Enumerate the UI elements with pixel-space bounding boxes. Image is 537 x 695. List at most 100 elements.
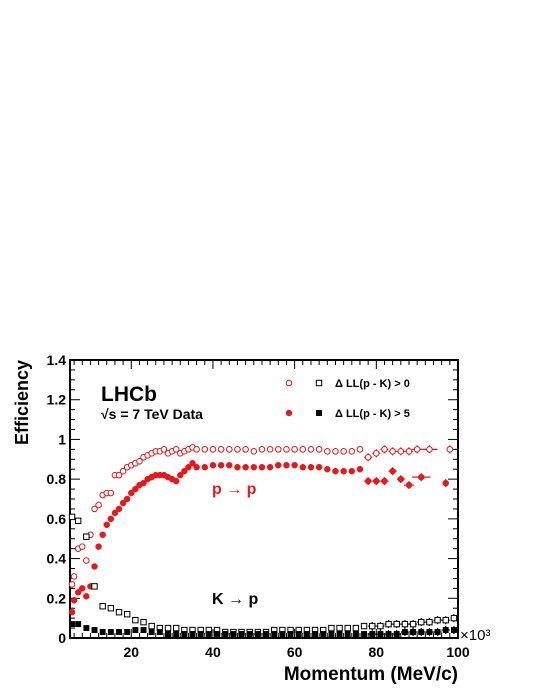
data-point bbox=[68, 608, 76, 616]
data-point bbox=[83, 625, 90, 632]
data-point bbox=[193, 463, 200, 471]
data-point bbox=[107, 629, 114, 635]
data-point bbox=[115, 471, 123, 479]
data-point bbox=[254, 631, 261, 637]
data-point bbox=[299, 463, 307, 471]
data-point bbox=[397, 475, 405, 483]
data-point bbox=[107, 489, 115, 497]
y-tick-label: 0 bbox=[58, 630, 66, 646]
p-to-p-label: p → p bbox=[212, 481, 257, 498]
data-point bbox=[315, 463, 323, 471]
series-2-open-square bbox=[68, 513, 458, 636]
data-point bbox=[128, 489, 135, 497]
data-point bbox=[434, 629, 441, 635]
data-point bbox=[140, 627, 147, 634]
data-point bbox=[148, 629, 155, 635]
data-point bbox=[279, 631, 286, 637]
data-point bbox=[246, 631, 253, 637]
data-point bbox=[160, 446, 168, 453]
data-point bbox=[181, 631, 188, 637]
data-point bbox=[418, 629, 425, 635]
data-point bbox=[140, 479, 147, 487]
data-point bbox=[373, 450, 380, 457]
data-point bbox=[119, 467, 127, 475]
data-point bbox=[78, 543, 86, 550]
data-point bbox=[369, 631, 376, 637]
data-point bbox=[332, 467, 339, 475]
experiment-label: LHCb bbox=[101, 383, 157, 406]
data-point bbox=[320, 631, 327, 637]
data-point bbox=[283, 461, 290, 469]
data-point bbox=[307, 463, 315, 471]
data-point bbox=[79, 585, 86, 592]
data-point bbox=[385, 620, 392, 628]
k-to-p-label: K → p bbox=[212, 591, 258, 608]
data-markers bbox=[68, 444, 458, 639]
data-point bbox=[83, 533, 90, 540]
data-point bbox=[442, 616, 449, 624]
legend-marker-filled-circle bbox=[285, 409, 293, 417]
data-point bbox=[377, 622, 384, 630]
data-point bbox=[409, 620, 417, 628]
data-point bbox=[393, 620, 400, 628]
data-point bbox=[70, 597, 78, 604]
data-point bbox=[405, 448, 413, 455]
y-tick-label: 0.6 bbox=[47, 511, 67, 527]
y-axis-label: Efficiency bbox=[12, 360, 32, 445]
data-point bbox=[295, 631, 302, 637]
data-point bbox=[164, 624, 172, 632]
data-point bbox=[385, 631, 392, 637]
data-point bbox=[68, 513, 76, 521]
data-point bbox=[263, 631, 269, 637]
data-point bbox=[401, 629, 408, 635]
data-point bbox=[99, 629, 106, 635]
data-point bbox=[116, 629, 122, 635]
data-point bbox=[364, 477, 372, 485]
data-point bbox=[132, 616, 139, 624]
data-point bbox=[442, 627, 449, 634]
data-point bbox=[69, 621, 75, 628]
data-point bbox=[217, 446, 225, 453]
data-point bbox=[324, 465, 331, 473]
data-point bbox=[356, 446, 364, 453]
data-point bbox=[381, 446, 388, 453]
data-point bbox=[426, 629, 433, 635]
axis-ticks: 20 40 60 80 100 0 0.2 0.4 0.6 0.8 1 1.2 1.4 bbox=[47, 352, 470, 660]
data-point bbox=[68, 581, 76, 588]
data-point bbox=[217, 461, 225, 469]
data-point bbox=[165, 631, 171, 637]
data-point bbox=[344, 631, 351, 637]
legend-label: Δ LL(p - K) > 5 bbox=[335, 408, 410, 420]
data-point bbox=[361, 631, 368, 637]
data-point bbox=[266, 446, 274, 453]
data-point bbox=[140, 618, 147, 626]
legend-marker-open-square bbox=[315, 379, 323, 387]
data-point bbox=[91, 583, 98, 590]
data-point bbox=[201, 446, 209, 453]
data-point bbox=[364, 454, 372, 461]
legend: Δ LL(p - K) > 0 Δ LL(p - K) > 5 bbox=[285, 378, 410, 420]
data-point bbox=[156, 629, 163, 635]
series-3-filled-square bbox=[69, 621, 457, 639]
data-point bbox=[369, 622, 376, 630]
data-point bbox=[225, 446, 233, 453]
data-point bbox=[193, 446, 200, 453]
data-point bbox=[274, 446, 282, 453]
data-point bbox=[258, 446, 266, 453]
data-point bbox=[172, 446, 180, 453]
data-point bbox=[397, 448, 405, 455]
data-point bbox=[340, 467, 347, 475]
x-axis-label: Momentum (MeV/c) bbox=[284, 664, 458, 685]
data-point bbox=[344, 624, 351, 632]
data-point bbox=[377, 631, 384, 637]
data-point bbox=[123, 610, 131, 618]
data-point bbox=[283, 446, 290, 453]
data-point bbox=[177, 471, 184, 479]
data-point bbox=[230, 631, 237, 637]
y-tick-label: 1.2 bbox=[47, 392, 67, 408]
data-point bbox=[242, 446, 249, 453]
x-tick-label: 40 bbox=[205, 644, 221, 660]
data-point bbox=[393, 631, 400, 637]
data-point bbox=[434, 616, 441, 624]
